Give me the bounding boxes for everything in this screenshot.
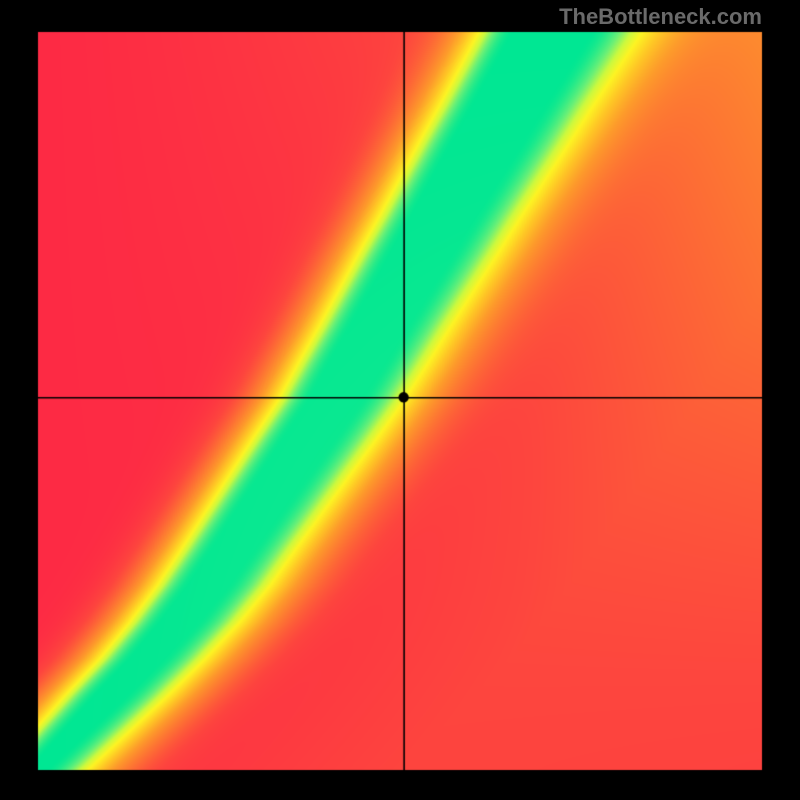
heatmap-canvas (0, 0, 800, 800)
watermark-text: TheBottleneck.com (559, 4, 762, 30)
chart-container: TheBottleneck.com (0, 0, 800, 800)
